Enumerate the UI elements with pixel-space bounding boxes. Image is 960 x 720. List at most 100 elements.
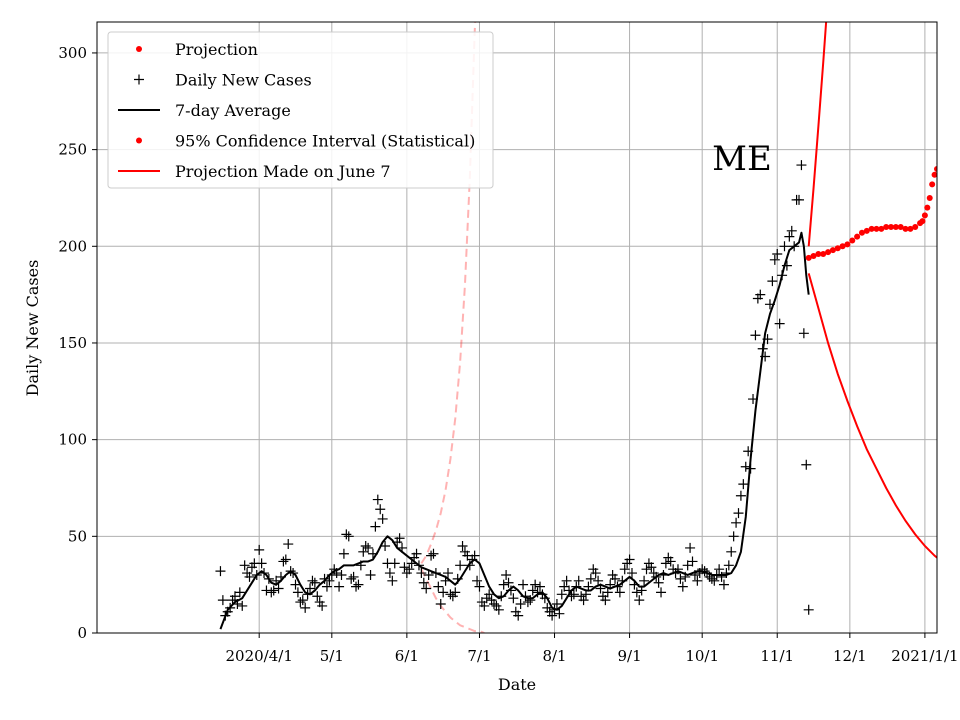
june7-projection-lower-line xyxy=(420,568,485,633)
projection-point xyxy=(912,223,919,230)
projection-point xyxy=(839,243,846,250)
x-tick-label: 11/1 xyxy=(760,647,794,665)
daily-case-point xyxy=(423,569,434,580)
daily-case-point xyxy=(404,564,415,575)
daily-case-point xyxy=(237,600,248,611)
daily-case-point xyxy=(626,568,637,579)
daily-case-point xyxy=(394,533,405,544)
daily-case-point xyxy=(530,579,541,590)
legend-entry: Projection xyxy=(136,40,258,59)
daily-case-point xyxy=(803,604,814,615)
daily-case-point xyxy=(283,539,294,550)
daily-case-point xyxy=(556,589,567,600)
daily-case-point xyxy=(801,459,812,470)
projection-point xyxy=(863,227,870,234)
daily-case-point xyxy=(348,571,359,582)
legend-marker-plus xyxy=(134,74,144,85)
ticks: 2020/4/1 5/1 6/1 7/1 8/1 9/1 10/1 11/1 12/1 2021/… xyxy=(58,44,958,665)
daily-case-point xyxy=(389,558,400,569)
x-tick-label: 9/1 xyxy=(617,647,641,665)
y-tick-label: 300 xyxy=(58,44,87,62)
projection-point xyxy=(888,223,895,230)
seven-day-average-line xyxy=(219,231,810,630)
x-tick-label: 10/1 xyxy=(685,647,719,665)
projection-point xyxy=(868,225,875,232)
ci-upper-line xyxy=(807,22,828,247)
legend-entry: Daily New Cases xyxy=(134,71,312,90)
daily-case-point xyxy=(377,513,388,524)
daily-case-point xyxy=(723,560,734,571)
projection-point xyxy=(919,218,926,225)
daily-case-point xyxy=(624,554,635,565)
daily-case-point xyxy=(554,608,565,619)
projection-point xyxy=(820,251,827,258)
daily-case-point xyxy=(215,566,226,577)
plot-frame xyxy=(96,21,938,634)
daily-case-point xyxy=(515,598,526,609)
daily-case-point xyxy=(738,479,749,490)
daily-case-point xyxy=(278,556,289,567)
daily-case-point xyxy=(217,595,228,606)
daily-case-point xyxy=(472,575,483,586)
daily-case-point xyxy=(254,544,265,555)
daily-case-point xyxy=(334,581,345,592)
y-tick-label: 250 xyxy=(58,141,87,159)
daily-case-point xyxy=(525,595,536,606)
daily-case-point xyxy=(416,568,427,579)
daily-case-point xyxy=(484,589,495,600)
chart-title: ME xyxy=(712,139,772,179)
daily-case-point xyxy=(353,579,364,590)
daily-case-point xyxy=(578,595,589,606)
daily-case-point xyxy=(338,548,349,559)
y-tick-label: 150 xyxy=(58,334,87,352)
x-tick-label: 2021/1/1 xyxy=(891,647,958,665)
daily-case-point xyxy=(435,598,446,609)
daily-case-point xyxy=(634,595,645,606)
daily-case-point xyxy=(794,194,805,205)
daily-case-point xyxy=(365,569,376,580)
daily-case-point xyxy=(266,587,277,598)
projection-point xyxy=(829,247,836,254)
projection-point xyxy=(834,245,841,252)
legend-entry: Projection Made on June 7 xyxy=(118,162,391,181)
daily-case-point xyxy=(631,587,642,598)
daily-case-point xyxy=(336,569,347,580)
legend-entry: 95% Confidence Interval (Statistical) xyxy=(136,132,475,151)
daily-case-point xyxy=(387,575,398,586)
daily-case-point xyxy=(411,548,422,559)
daily-case-point xyxy=(786,225,797,236)
projection-point xyxy=(921,212,928,219)
daily-case-point xyxy=(602,587,613,598)
daily-case-point xyxy=(646,562,657,573)
daily-case-point xyxy=(297,595,308,606)
projection-point xyxy=(805,254,812,261)
daily-case-point xyxy=(677,581,688,592)
daily-case-point xyxy=(733,508,744,519)
daily-case-point xyxy=(772,249,783,260)
daily-case-point xyxy=(798,328,809,339)
projection-point xyxy=(902,225,909,232)
daily-case-point xyxy=(428,548,439,559)
daily-case-point xyxy=(750,330,761,341)
daily-case-point xyxy=(295,597,306,608)
daily-case-point xyxy=(317,600,328,611)
daily-case-point xyxy=(769,254,780,265)
daily-case-point xyxy=(455,560,466,571)
daily-case-point xyxy=(796,160,807,171)
x-tick-label: 6/1 xyxy=(395,647,419,665)
projection-point xyxy=(907,225,914,232)
daily-case-point xyxy=(527,585,538,596)
daily-case-point xyxy=(290,579,301,590)
daily-case-point xyxy=(573,575,584,586)
daily-case-point xyxy=(508,593,519,604)
legend-marker-dot xyxy=(136,46,142,52)
ci-lower-line xyxy=(807,273,937,559)
daily-case-point xyxy=(450,587,461,598)
daily-case-point xyxy=(307,575,318,586)
daily-case-point xyxy=(489,598,500,609)
daily-case-point xyxy=(239,560,250,571)
daily-case-point xyxy=(346,573,357,584)
daily-case-point xyxy=(343,531,354,542)
daily-case-point xyxy=(726,546,737,557)
